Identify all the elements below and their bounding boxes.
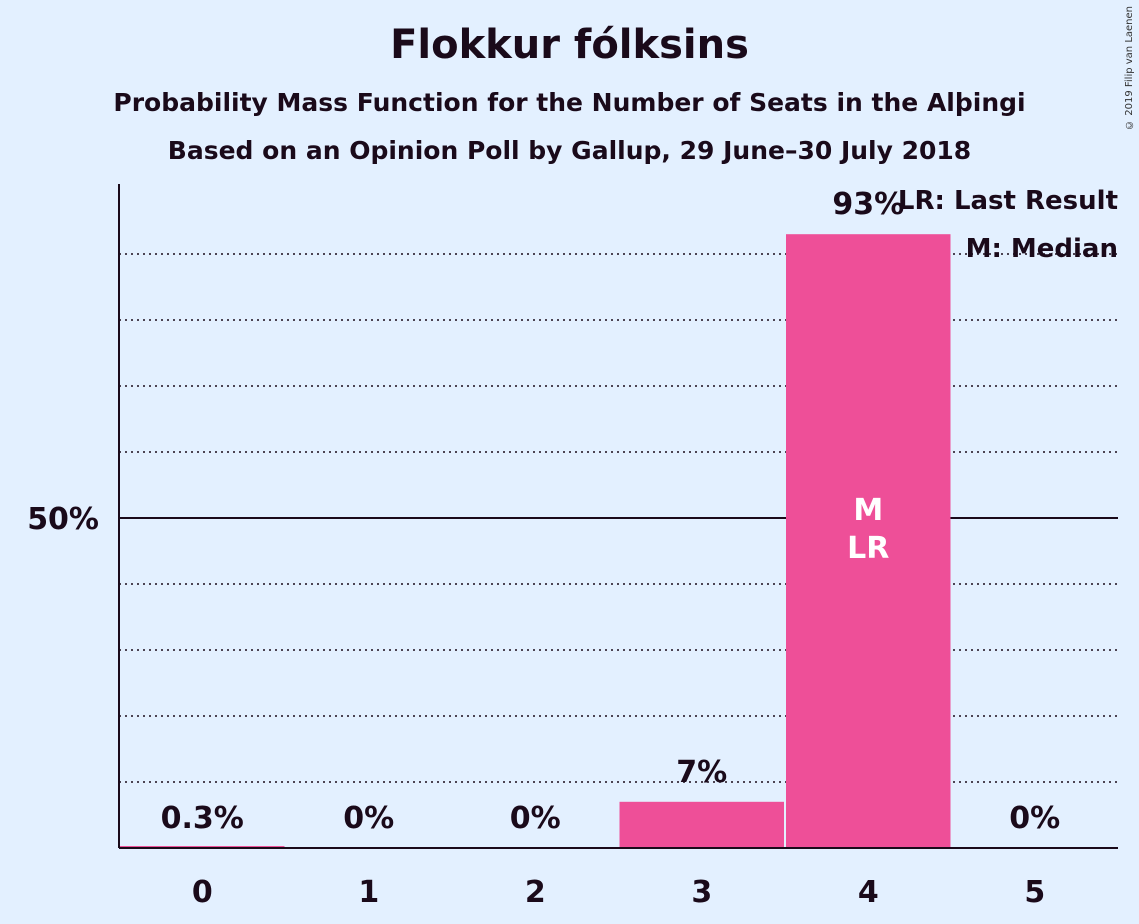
chart-subtitle-source: Based on an Opinion Poll by Gallup, 29 J…	[167, 136, 972, 165]
legend-last-result: LR: Last Result	[898, 186, 1118, 216]
chart-title: Flokkur fólksins	[390, 22, 749, 68]
y-tick-label: 50%	[27, 502, 99, 537]
bars	[120, 234, 951, 848]
x-tick-label: 0	[192, 875, 213, 910]
value-label: 7%	[676, 755, 727, 790]
value-labels: 0.3% 0 0% 1 0% 2 7% 3 93% 4 MLR 0% 5	[161, 187, 1061, 910]
value-label: 0%	[343, 801, 394, 836]
bar-mark-lr: LR	[847, 531, 889, 566]
chart-subtitle: Probability Mass Function for the Number…	[113, 88, 1026, 117]
x-tick-label: 3	[691, 875, 712, 910]
legend-median: M: Median	[966, 234, 1118, 264]
value-label: 0%	[1009, 801, 1060, 836]
value-label: 0.3%	[161, 801, 244, 836]
x-tick-label: 2	[525, 875, 546, 910]
axes	[118, 184, 1118, 849]
bar-seat-4	[786, 234, 951, 848]
bar-mark-m: M	[853, 493, 883, 528]
x-tick-label: 4	[858, 875, 879, 910]
gridlines: 50%	[27, 253, 1118, 783]
bar-seat-3	[619, 801, 784, 848]
x-tick-label: 1	[358, 875, 379, 910]
value-label: 93%	[832, 187, 904, 222]
value-label: 0%	[510, 801, 561, 836]
x-tick-label: 5	[1024, 875, 1045, 910]
